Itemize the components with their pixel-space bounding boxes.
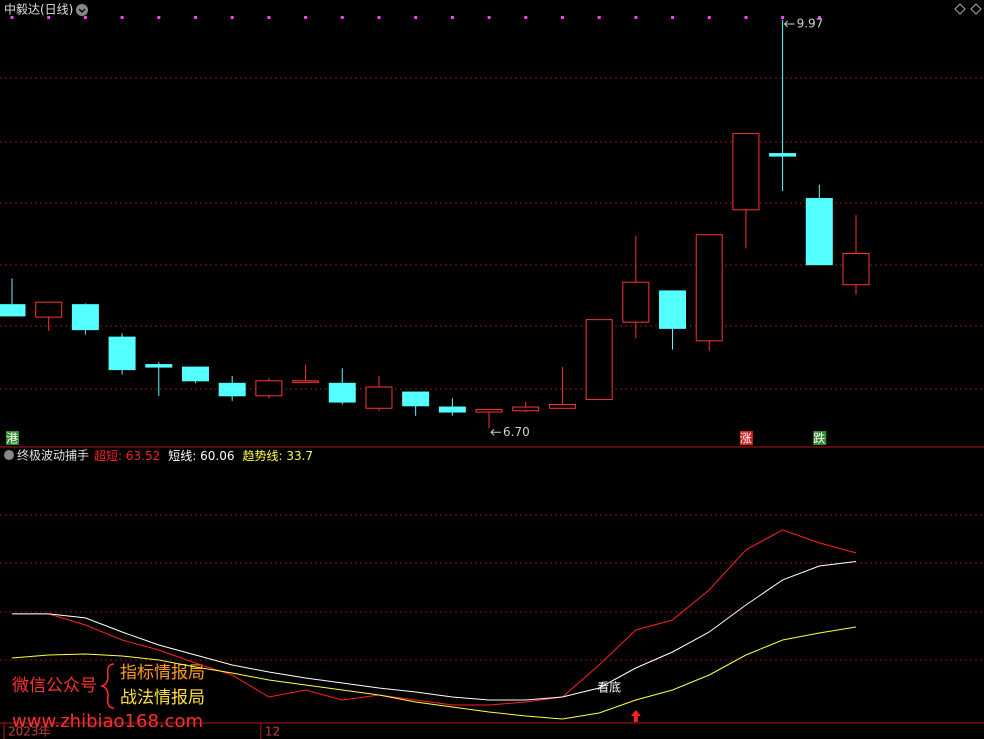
watermark-text: 指标情报局 bbox=[120, 663, 205, 683]
candle-body bbox=[181, 366, 209, 382]
legend-sep: : bbox=[118, 449, 126, 463]
candle-body bbox=[438, 406, 466, 413]
extreme-label: 9.97 bbox=[797, 16, 824, 30]
watermark: 微信公众号 指标情报局 战法情报局 www.zhibiao168.com bbox=[12, 663, 205, 732]
indicator-line bbox=[12, 529, 857, 706]
marker-dot bbox=[157, 16, 161, 19]
candle-body bbox=[35, 301, 63, 318]
candle-body bbox=[622, 281, 650, 323]
marker-dot bbox=[47, 16, 51, 19]
candle-body bbox=[585, 319, 613, 401]
marker-dot bbox=[120, 16, 124, 19]
signal-arrow bbox=[630, 710, 641, 722]
marker-dot bbox=[194, 16, 197, 19]
marker-dot bbox=[267, 16, 271, 19]
legend-sep: : bbox=[278, 449, 286, 463]
legend: 超短: 63.52 短线: 60.06 趋势线: 33.7 bbox=[94, 448, 313, 463]
extreme-arrow bbox=[783, 20, 795, 28]
candle-body bbox=[548, 404, 576, 409]
marker-dot bbox=[340, 16, 344, 19]
candle-body bbox=[732, 133, 760, 211]
marker-dot bbox=[377, 16, 381, 19]
signal-label: 港 bbox=[6, 432, 18, 446]
annotation: 看底 bbox=[597, 680, 621, 695]
extreme-arrow bbox=[490, 428, 502, 436]
marker-dot bbox=[597, 16, 601, 19]
menu-icon[interactable] bbox=[76, 4, 88, 16]
legend-value: 63.52 bbox=[126, 449, 160, 463]
marker-dot bbox=[781, 16, 785, 19]
candle-body bbox=[365, 386, 393, 409]
legend-sep: : bbox=[192, 449, 200, 463]
legend-name: 趋势线 bbox=[242, 449, 278, 463]
marker-dot bbox=[487, 16, 491, 19]
brace bbox=[99, 663, 115, 709]
x-tick-label: 2023年 bbox=[8, 725, 51, 739]
marker-dot bbox=[304, 16, 308, 19]
watermark-text: 战法情报局 bbox=[120, 688, 205, 708]
indicator-line bbox=[11, 626, 857, 720]
marker-dot bbox=[230, 16, 234, 19]
marker-dot bbox=[561, 16, 564, 19]
candle-body bbox=[842, 252, 870, 286]
marker-dot bbox=[707, 16, 711, 19]
candle-body bbox=[145, 364, 173, 368]
legend-value: 33.7 bbox=[286, 449, 313, 463]
legend-name: 短线 bbox=[168, 449, 192, 463]
candle-body bbox=[695, 234, 723, 342]
candle-body bbox=[0, 304, 26, 317]
marker-dot bbox=[744, 16, 748, 19]
signal-label: 跌 bbox=[813, 431, 825, 446]
candle-body bbox=[769, 153, 797, 157]
candle-body bbox=[218, 382, 246, 397]
candle-body bbox=[805, 198, 833, 266]
marker-dot bbox=[83, 16, 87, 19]
candle-body bbox=[328, 382, 356, 403]
legend-value: 60.06 bbox=[200, 449, 234, 463]
marker-dot bbox=[450, 16, 454, 19]
marker-dot bbox=[671, 16, 675, 19]
candle-body bbox=[659, 290, 687, 329]
marker-dot bbox=[414, 16, 418, 19]
signal-box bbox=[6, 431, 19, 445]
legend-name: 超短 bbox=[94, 448, 118, 463]
indicator-title: 终极波动捕手 bbox=[17, 448, 89, 463]
candle-body bbox=[255, 380, 283, 397]
candle-body bbox=[512, 406, 540, 412]
indicator-line bbox=[12, 561, 857, 701]
marker-dot bbox=[10, 16, 14, 19]
signal-box bbox=[739, 431, 753, 445]
marker-dot bbox=[634, 16, 638, 19]
watermark-url: www.zhibiao168.com bbox=[12, 711, 203, 732]
menu-chevron bbox=[78, 8, 86, 14]
candle-body bbox=[108, 336, 136, 371]
chart-title: 中毅达(日线) bbox=[4, 2, 73, 17]
menu-icon[interactable] bbox=[4, 450, 14, 460]
candle-body bbox=[292, 380, 320, 383]
window-icons[interactable] bbox=[954, 3, 982, 15]
x-tick-label: 12 bbox=[265, 725, 280, 739]
watermark-text: 微信公众号 bbox=[12, 676, 97, 696]
marker-dot bbox=[817, 16, 821, 19]
marker-dot bbox=[524, 16, 528, 19]
candle-body bbox=[402, 391, 430, 407]
candle-body bbox=[475, 409, 503, 413]
signal-label: 涨 bbox=[740, 431, 752, 446]
signal-box bbox=[813, 431, 827, 445]
candle-body bbox=[71, 304, 99, 331]
extreme-label: 6.70 bbox=[503, 425, 530, 439]
